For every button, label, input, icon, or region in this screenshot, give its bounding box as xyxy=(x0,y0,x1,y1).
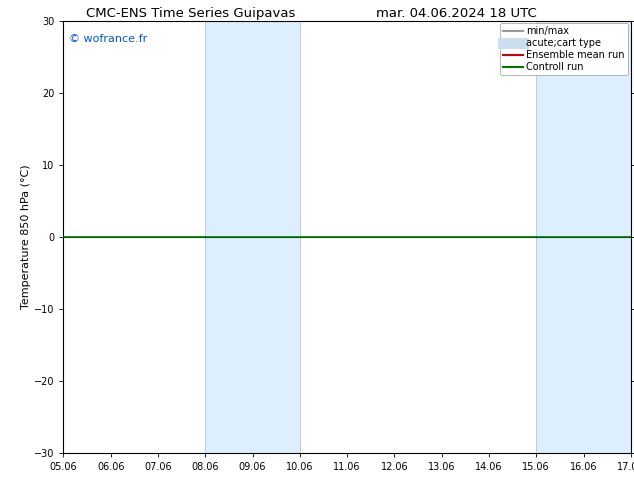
Text: mar. 04.06.2024 18 UTC: mar. 04.06.2024 18 UTC xyxy=(376,7,537,21)
Text: CMC-ENS Time Series Guipavas: CMC-ENS Time Series Guipavas xyxy=(86,7,295,21)
Legend: min/max, acute;cart type, Ensemble mean run, Controll run: min/max, acute;cart type, Ensemble mean … xyxy=(500,24,628,75)
Bar xyxy=(205,21,300,453)
Bar xyxy=(536,21,631,453)
Y-axis label: Temperature 850 hPa (°C): Temperature 850 hPa (°C) xyxy=(21,165,31,309)
Text: © wofrance.fr: © wofrance.fr xyxy=(69,33,147,44)
